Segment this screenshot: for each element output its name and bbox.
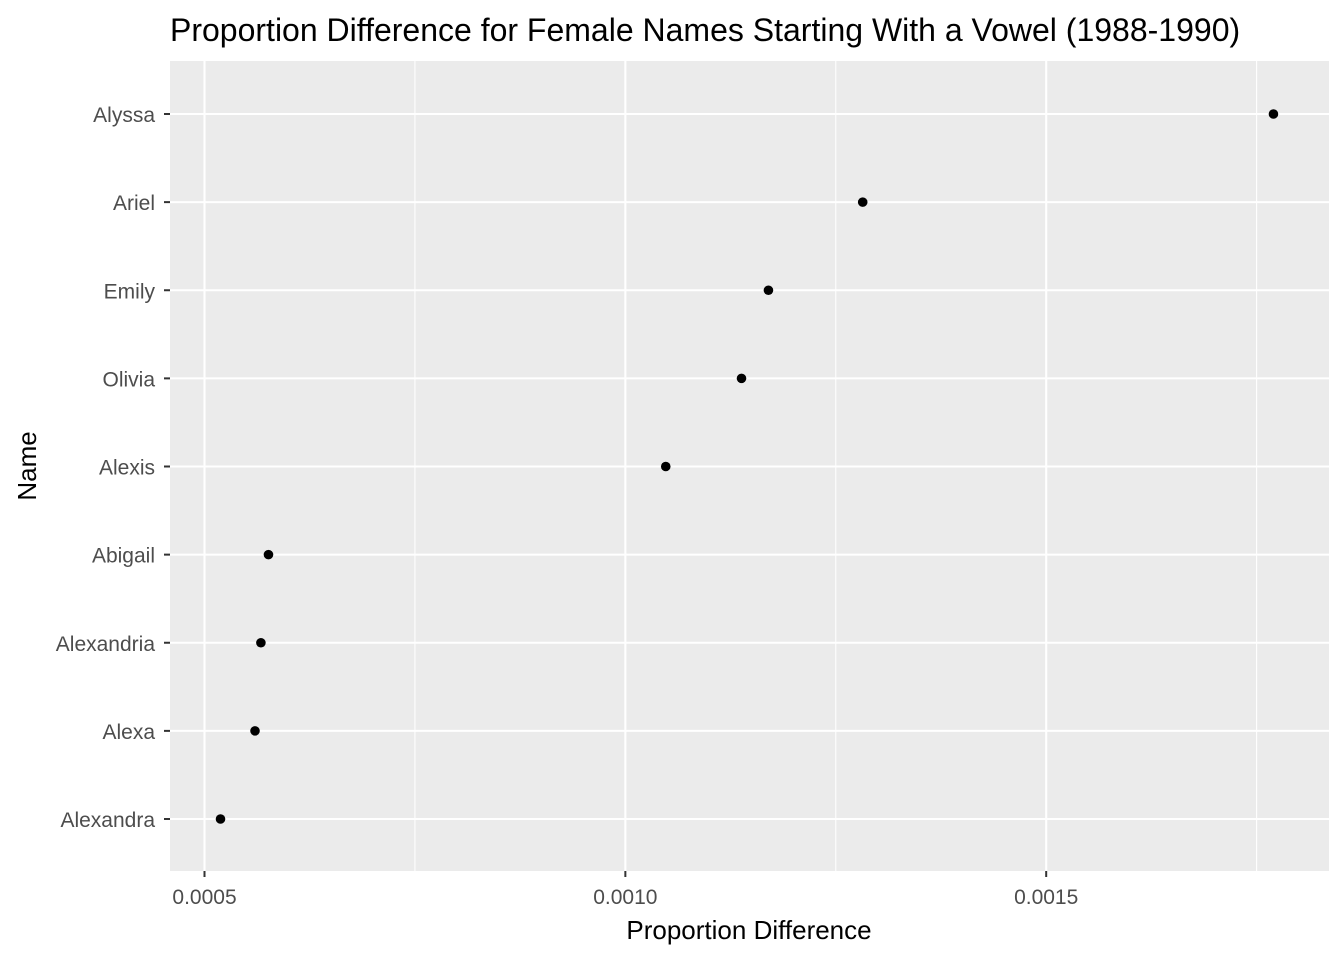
data-point: [857, 197, 868, 207]
y-tick-label: Alexis: [99, 457, 155, 480]
y-axis: Alyssa Ariel Emily Olivia Alexis Abigail Alexa…: [56, 104, 170, 832]
data-point: [263, 549, 274, 560]
y-tick-label: Abigail: [92, 545, 155, 568]
x-tick-label: 0.0005: [172, 886, 236, 909]
data-point: [763, 285, 774, 296]
data-point: [250, 726, 260, 736]
x-axis-title: Proportion Difference: [626, 915, 871, 945]
chart-title: Proportion Difference for Female Names S…: [170, 12, 1240, 48]
y-tick-label: Emily: [104, 280, 156, 303]
x-tick-label: 0.0015: [1014, 886, 1078, 909]
x-tick-label: 0.0010: [593, 886, 657, 909]
x-axis: 0.0005 0.0010 0.0015: [172, 871, 1078, 909]
data-point: [1268, 109, 1279, 119]
major-gridlines: [170, 61, 1329, 871]
y-axis-title: Name: [12, 431, 42, 500]
y-tick-label: Ariel: [113, 192, 155, 215]
y-tick-label: Alexandra: [60, 809, 155, 832]
data-point: [256, 637, 266, 648]
y-tick-label: Alexandria: [56, 633, 156, 656]
data-point: [660, 461, 671, 472]
y-tick-label: Alexa: [102, 721, 155, 744]
data-point: [736, 373, 747, 384]
y-tick-label: Alyssa: [93, 104, 155, 127]
data-point: [215, 814, 226, 824]
data-points: [215, 109, 1279, 824]
y-tick-label: Olivia: [102, 368, 155, 391]
